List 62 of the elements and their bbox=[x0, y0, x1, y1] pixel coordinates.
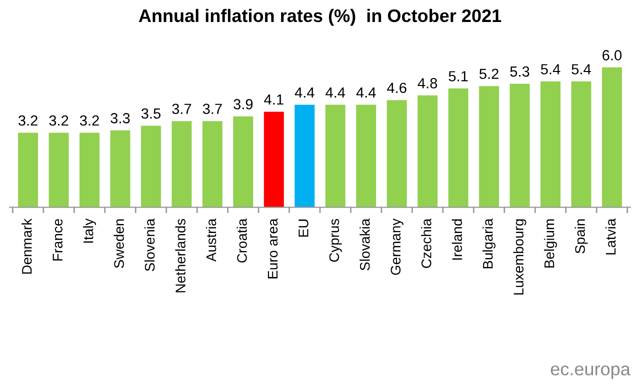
x-tick-label: Spain bbox=[574, 219, 588, 254]
bar bbox=[233, 116, 254, 208]
x-tick-label: Belgium bbox=[544, 219, 557, 268]
data-label: 3.7 bbox=[172, 104, 192, 114]
bar bbox=[294, 104, 315, 208]
bar bbox=[356, 104, 376, 208]
bar bbox=[418, 95, 438, 208]
x-tick-label: France bbox=[52, 219, 62, 261]
data-label: 5.1 bbox=[448, 71, 468, 82]
x-tick-label: Slovenia bbox=[144, 218, 155, 272]
bar bbox=[540, 81, 560, 208]
x-tick-label: Slovakia bbox=[360, 218, 370, 270]
bar bbox=[479, 86, 500, 208]
x-tick-label: Austria bbox=[206, 218, 216, 262]
x-tick-label: Czechia bbox=[421, 218, 432, 268]
bar bbox=[202, 121, 222, 208]
x-tick-label: Germany bbox=[390, 218, 404, 275]
data-label: 3.3 bbox=[110, 113, 130, 124]
data-label: 5.4 bbox=[572, 64, 591, 74]
chart-title: Annual inflation rates (%) in October 2021 bbox=[138, 8, 502, 26]
data-label: 5.3 bbox=[510, 66, 530, 77]
bar bbox=[18, 132, 38, 208]
x-tick-label: Denmark bbox=[22, 218, 32, 274]
x-tick-label: Sweden bbox=[114, 219, 124, 268]
x-tick-label: Croatia bbox=[236, 218, 247, 263]
data-label: 3.9 bbox=[234, 99, 253, 110]
data-label: 4.4 bbox=[326, 88, 346, 98]
bar bbox=[510, 84, 530, 208]
x-tick-label: Latvia bbox=[605, 218, 616, 254]
bar bbox=[172, 121, 192, 208]
bar bbox=[602, 67, 622, 208]
data-label: 5.2 bbox=[479, 68, 498, 80]
x-tick-label: EU bbox=[298, 220, 308, 237]
x-tick-label: Bulgaria bbox=[482, 218, 496, 268]
bar bbox=[264, 112, 284, 208]
x-tick-label: Netherlands bbox=[175, 218, 186, 292]
data-label: 6.0 bbox=[602, 50, 622, 60]
data-label: 4.4 bbox=[356, 88, 376, 98]
data-label: 3.2 bbox=[49, 115, 68, 126]
bar bbox=[110, 130, 130, 208]
bar bbox=[325, 104, 346, 208]
bar bbox=[448, 88, 468, 208]
data-label: 4.6 bbox=[387, 82, 406, 94]
x-tick-label: Euro area bbox=[268, 218, 278, 278]
data-label: 5.4 bbox=[540, 64, 560, 74]
bar bbox=[48, 132, 69, 208]
data-label: 4.8 bbox=[418, 78, 438, 88]
x-tick-label: Luxembourg bbox=[513, 219, 526, 295]
data-label: 3.2 bbox=[80, 115, 99, 126]
data-label: 3.7 bbox=[202, 104, 222, 114]
data-label: 4.4 bbox=[294, 88, 314, 98]
bar bbox=[571, 81, 592, 208]
bar bbox=[80, 132, 100, 208]
data-label: 3.2 bbox=[18, 115, 38, 126]
x-tick-label: Italy bbox=[83, 218, 96, 243]
x-tick-label: Cyprus bbox=[329, 218, 342, 262]
x-tick-label: Ireland bbox=[452, 219, 462, 260]
bar bbox=[386, 100, 407, 208]
data-label: 4.1 bbox=[264, 94, 284, 105]
data-label: 3.5 bbox=[141, 108, 160, 119]
text: ec.europa bbox=[550, 366, 630, 379]
bar bbox=[140, 126, 161, 208]
